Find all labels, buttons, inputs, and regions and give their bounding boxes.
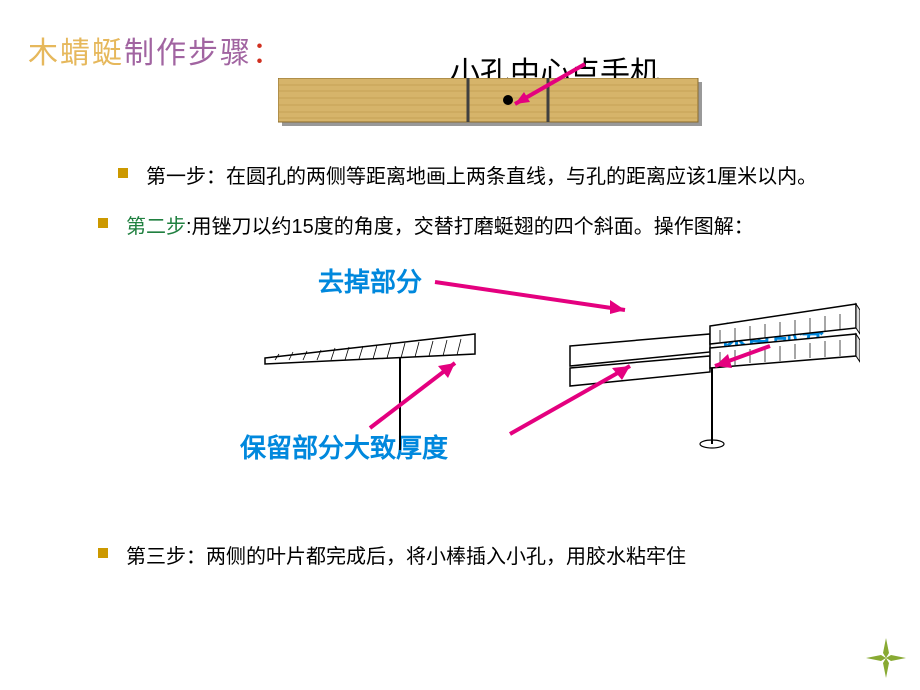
- slide-title: 木蜻蜓制作步骤：: [28, 28, 284, 72]
- pointer-arrow-remove: [430, 270, 650, 330]
- bullet-step2: 第二步:用锉刀以约15度的角度，交替打磨蜓翅的四个斜面。操作图解：: [98, 210, 754, 244]
- step1-text: 第一步：在圆孔的两侧等距离地画上两条直线，与孔的距离应该1厘米以内。: [146, 160, 817, 194]
- step2-label: 第二步: [126, 216, 186, 238]
- decorative-star-icon: [864, 636, 908, 680]
- bullet-step3: 第三步：两侧的叶片都完成后，将小棒插入小孔，用胶水粘牢住: [98, 540, 686, 574]
- title-part2: 制作步骤: [124, 37, 252, 70]
- bullet-marker-icon: [118, 168, 128, 178]
- title-colon: ：: [252, 37, 284, 70]
- pointer-arrow-thickness-2: [500, 348, 660, 448]
- pointer-arrow-thickness-1: [360, 348, 500, 438]
- step2-text: 第二步:用锉刀以约15度的角度，交替打磨蜓翅的四个斜面。操作图解：: [126, 210, 754, 244]
- pointer-arrow-hole: [430, 52, 610, 122]
- step2-rest: :用锉刀以约15度的角度，交替打磨蜓翅的四个斜面。操作图解：: [186, 216, 754, 238]
- title-part1: 木蜻蜓: [28, 37, 124, 70]
- slide: 木蜻蜓制作步骤： 小孔中心点手机 第一步：在圆孔的两侧等距离地画上两条直线，与孔…: [0, 0, 920, 690]
- bullet-marker-icon: [98, 548, 108, 558]
- label-remove-part: 去掉部分: [318, 262, 422, 299]
- step3-text: 第三步：两侧的叶片都完成后，将小棒插入小孔，用胶水粘牢住: [126, 540, 686, 574]
- pointer-arrow-keep: [700, 296, 820, 376]
- bullet-marker-icon: [98, 218, 108, 228]
- bullet-step1: 第一步：在圆孔的两侧等距离地画上两条直线，与孔的距离应该1厘米以内。: [118, 160, 817, 194]
